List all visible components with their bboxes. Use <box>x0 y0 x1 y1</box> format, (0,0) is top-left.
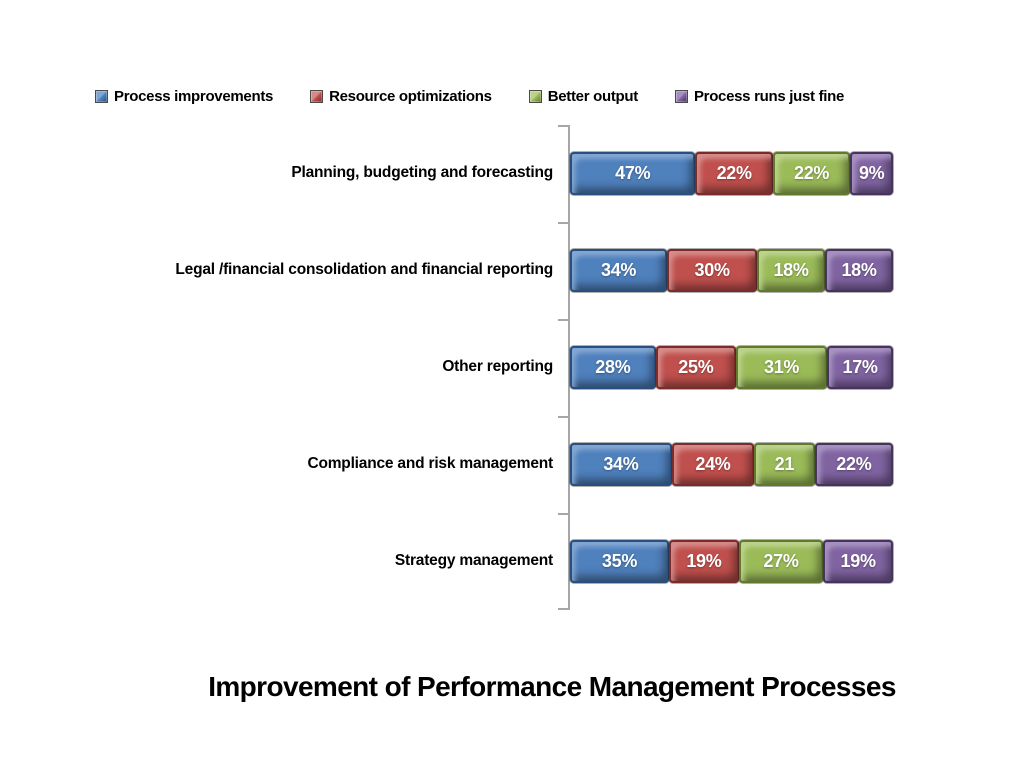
bar-track-5: 35% 19% 27% 19% <box>570 540 893 583</box>
legend-label: Better output <box>547 88 639 105</box>
bar-segment-resource-optimizations: 24% <box>671 443 755 486</box>
legend-item-resource-optimizations: Resource optimizations <box>310 88 492 105</box>
category-label-text: Compliance and risk management <box>307 455 553 473</box>
segment-value-label: 28% <box>595 357 631 377</box>
legend-item-better-output: Better output <box>528 88 639 105</box>
legend-swatch-icon <box>528 90 542 103</box>
segment-value-label: 22% <box>836 454 872 474</box>
chart-legend: Process improvements Resource optimizatio… <box>95 88 844 105</box>
legend-label: Process improvements <box>114 88 274 105</box>
bar-segment-resource-optimizations: 19% <box>669 540 739 583</box>
category-label-strategy-management: Strategy management <box>0 513 553 610</box>
axis-tick <box>558 608 568 610</box>
category-label-text: Strategy management <box>394 552 553 570</box>
axis-tick <box>558 222 568 224</box>
bar-segment-better-output: 31% <box>736 346 828 389</box>
legend-swatch-icon <box>95 90 108 103</box>
stacked-bar-chart: Planning, budgeting and forecasting Legal… <box>0 125 894 610</box>
axis-tick <box>558 513 568 515</box>
bar-segment-resource-optimizations: 30% <box>667 249 758 292</box>
category-label-legal-financial-consolidation-: Legal /financial consolidation and finan… <box>0 222 553 319</box>
segment-value-label: 24% <box>695 454 731 474</box>
segment-value-label: 30% <box>694 260 730 280</box>
segment-value-label: 34% <box>603 454 639 474</box>
bar-row: 34% 24% 21 22% <box>570 416 893 513</box>
bar-segment-better-output: 27% <box>738 540 824 583</box>
bar-row: 47% 22% 22% 9% <box>570 125 894 222</box>
bar-segment-process-runs-just-fine: 17% <box>827 346 893 389</box>
bar-segment-process-runs-just-fine: 22% <box>814 443 893 486</box>
bar-track-3: 28% 25% 31% 17% <box>570 346 893 389</box>
bar-segment-process-improvements: 28% <box>570 346 656 389</box>
plot-area: 47% 22% 22% 9% 34% 30% 18% 18% 28% 25% 31% 17% 34% 24… <box>558 125 894 610</box>
bar-segment-process-runs-just-fine: 9% <box>850 152 894 195</box>
bar-segment-better-output: 18% <box>757 249 826 292</box>
segment-value-label: 21 <box>774 454 795 474</box>
segment-value-label: 35% <box>601 551 638 571</box>
segment-value-label: 9% <box>858 163 885 183</box>
bar-segment-resource-optimizations: 25% <box>655 346 737 389</box>
axis-tick <box>558 416 568 418</box>
bar-track-1: 47% 22% 22% 9% <box>570 152 894 195</box>
legend-swatch-icon <box>310 90 324 103</box>
bar-segment-better-output: 21 <box>754 443 815 486</box>
chart-title: Improvement of Performance Management Pr… <box>208 671 896 702</box>
bar-row: 35% 19% 27% 19% <box>570 513 893 610</box>
segment-value-label: 18% <box>773 260 809 280</box>
segment-value-label: 22% <box>716 163 752 183</box>
segment-value-label: 18% <box>841 260 877 280</box>
axis-tick <box>558 319 568 321</box>
legend-swatch-icon <box>674 90 688 103</box>
bar-segment-process-improvements: 34% <box>570 443 672 486</box>
bar-segment-better-output: 22% <box>772 152 851 195</box>
segment-value-label: 19% <box>840 551 876 571</box>
legend-label: Resource optimizations <box>329 88 492 105</box>
segment-value-label: 22% <box>794 163 830 183</box>
segment-value-label: 27% <box>763 551 799 571</box>
legend-item-process-runs-just-fine: Process runs just fine <box>674 88 845 105</box>
category-label-text: Legal /financial consolidation and finan… <box>175 261 553 279</box>
bar-segment-resource-optimizations: 22% <box>695 152 773 195</box>
category-label-planning-budgeting-and-forecas: Planning, budgeting and forecasting <box>0 125 553 222</box>
bar-segment-process-improvements: 34% <box>570 249 668 292</box>
bar-segment-process-runs-just-fine: 18% <box>825 249 894 292</box>
segment-value-label: 31% <box>764 357 800 377</box>
category-label-other-reporting: Other reporting <box>0 319 553 416</box>
bar-row: 34% 30% 18% 18% <box>570 222 894 319</box>
category-axis-labels: Planning, budgeting and forecasting Legal… <box>0 125 553 610</box>
bar-segment-process-improvements: 47% <box>570 152 696 195</box>
axis-tick <box>558 125 568 127</box>
category-label-compliance-and-risk-management: Compliance and risk management <box>0 416 553 513</box>
category-label-text: Planning, budgeting and forecasting <box>291 164 553 182</box>
category-label-text: Other reporting <box>442 358 553 376</box>
bar-segment-process-runs-just-fine: 19% <box>823 540 893 583</box>
bar-segment-process-improvements: 35% <box>570 540 669 583</box>
segment-value-label: 34% <box>601 260 637 280</box>
legend-item-process-improvements: Process improvements <box>95 88 273 105</box>
bar-row: 28% 25% 31% 17% <box>570 319 893 416</box>
segment-value-label: 17% <box>842 357 878 377</box>
segment-value-label: 25% <box>678 357 714 377</box>
segment-value-label: 47% <box>615 163 651 183</box>
segment-value-label: 19% <box>686 551 722 571</box>
legend-label: Process runs just fine <box>693 88 845 105</box>
bar-track-4: 34% 24% 21 22% <box>570 443 893 486</box>
bar-track-2: 34% 30% 18% 18% <box>570 249 894 292</box>
